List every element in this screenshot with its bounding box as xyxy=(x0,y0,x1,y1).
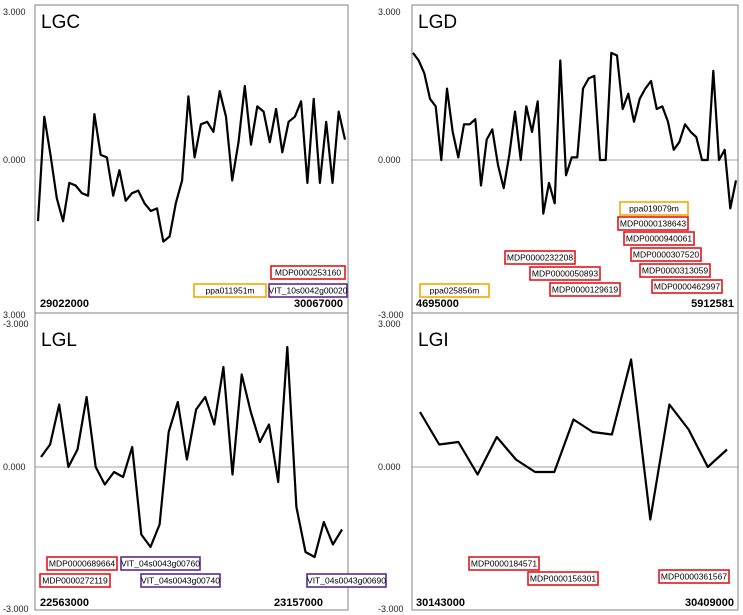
y-tick-top: 3.000 xyxy=(3,7,26,17)
x-start-label: 4695000 xyxy=(416,298,459,310)
svg-text:MDP0000307520: MDP0000307520 xyxy=(633,250,699,260)
y-tick-bottom: -3.000 xyxy=(3,604,29,614)
svg-text:MDP0000462997: MDP0000462997 xyxy=(654,282,720,292)
gene-box: ppa011951m xyxy=(193,283,267,298)
gene-box: MDP0000138643 xyxy=(617,216,689,231)
y-tick-bottom: -3.000 xyxy=(378,310,404,320)
svg-text:MDP0000253160: MDP0000253160 xyxy=(275,268,341,278)
svg-text:MDP0000361567: MDP0000361567 xyxy=(661,572,727,582)
svg-text:VIT_04s0043g00690: VIT_04s0043g00690 xyxy=(307,576,386,586)
y-tick-bottom: -3.000 xyxy=(3,319,29,329)
series-line xyxy=(419,358,728,521)
svg-text:MDP0000156301: MDP0000156301 xyxy=(530,574,596,584)
y-tick-zero: 0.000 xyxy=(3,462,26,472)
x-end-label: 23157000 xyxy=(274,597,323,609)
panel-title: LGI xyxy=(418,330,449,351)
svg-text:ppa011951m: ppa011951m xyxy=(206,286,255,296)
x-start-label: 30143000 xyxy=(416,597,465,609)
svg-text:MDP0000689664: MDP0000689664 xyxy=(49,559,115,569)
y-tick-bottom: -3.000 xyxy=(378,604,404,614)
svg-text:VIT_04s0043g00760: VIT_04s0043g00760 xyxy=(121,559,200,569)
series-line xyxy=(36,84,347,243)
panel-title: LGL xyxy=(41,330,77,351)
gene-box: MDP0000253160 xyxy=(270,265,346,280)
gene-box: MDP0000307520 xyxy=(630,247,702,262)
panel-lgd: 3.000 0.000 LGD 4695000 5912581 ppa01907… xyxy=(378,4,739,314)
series-line xyxy=(40,345,343,559)
svg-text:MDP0000138643: MDP0000138643 xyxy=(620,219,686,229)
gene-box: VIT_10s0042g00020 xyxy=(268,283,348,298)
gene-box: VIT_04s0043g00740 xyxy=(140,573,221,588)
plot-frame xyxy=(34,312,349,611)
x-start-label: 29022000 xyxy=(40,298,89,310)
svg-text:MDP0000129619: MDP0000129619 xyxy=(552,285,618,295)
gene-box: MDP0000184571 xyxy=(468,556,540,571)
svg-text:MDP0000184571: MDP0000184571 xyxy=(471,559,537,569)
x-end-label: 5912581 xyxy=(691,298,734,310)
x-start-label: 22563000 xyxy=(40,597,89,609)
svg-text:ppa019079m: ppa019079m xyxy=(629,204,679,214)
svg-text:MDP0000272119: MDP0000272119 xyxy=(42,576,108,586)
panel-title: LGD xyxy=(418,12,457,33)
y-tick-top: 3.000 xyxy=(3,310,26,320)
gene-box: MDP0000050893 xyxy=(529,266,601,281)
gene-box: MDP0000272119 xyxy=(39,573,111,588)
x-end-label: 30067000 xyxy=(294,298,343,310)
gene-box: MDP0000689664 xyxy=(46,556,118,571)
y-tick-top: 3.000 xyxy=(378,319,401,329)
svg-text:MDP0000313059: MDP0000313059 xyxy=(642,266,708,276)
x-end-label: 30409000 xyxy=(685,597,734,609)
gene-box: MDP0000462997 xyxy=(651,279,723,294)
svg-text:VIT_04s0043g00740: VIT_04s0043g00740 xyxy=(141,576,220,586)
y-tick-top: 3.000 xyxy=(378,7,401,17)
gene-box: MDP0000156301 xyxy=(527,571,599,586)
panel-title: LGC xyxy=(41,12,80,33)
y-tick-zero: 0.000 xyxy=(378,155,401,165)
panel-lgl: 0.000 -3.000 LGL 22563000 23157000 MDP00… xyxy=(3,312,387,614)
y-tick-zero: 0.000 xyxy=(3,155,26,165)
series-line xyxy=(412,51,738,215)
gene-box: MDP0000940061 xyxy=(623,231,695,246)
y-tick-zero: 0.000 xyxy=(378,462,401,472)
panel-lgc: 3.000 0.000 LGC 29022000 30067000 MDP000… xyxy=(3,4,349,314)
gene-box: MDP0000361567 xyxy=(658,569,730,584)
svg-text:MDP0000940061: MDP0000940061 xyxy=(626,234,692,244)
gene-box: VIT_04s0043g00690 xyxy=(306,573,387,588)
gene-box: MDP0000313059 xyxy=(639,263,711,278)
gene-box: MDP0000232208 xyxy=(504,250,576,265)
gene-box: ppa019079m xyxy=(619,201,689,216)
gene-box: MDP0000129619 xyxy=(549,282,621,297)
panel-lgi: 3.000 3.000 0.000 -3.000 LGI 30143000 30… xyxy=(3,310,739,614)
gene-box: VIT_04s0043g00760 xyxy=(120,556,201,571)
svg-text:MDP0000232208: MDP0000232208 xyxy=(507,253,573,263)
plot-frame xyxy=(411,312,739,611)
gene-box: ppa025856m xyxy=(419,283,490,298)
svg-text:MDP0000050893: MDP0000050893 xyxy=(532,269,598,279)
svg-text:ppa025856m: ppa025856m xyxy=(430,286,480,296)
svg-text:VIT_10s0042g00020: VIT_10s0042g00020 xyxy=(269,286,348,296)
